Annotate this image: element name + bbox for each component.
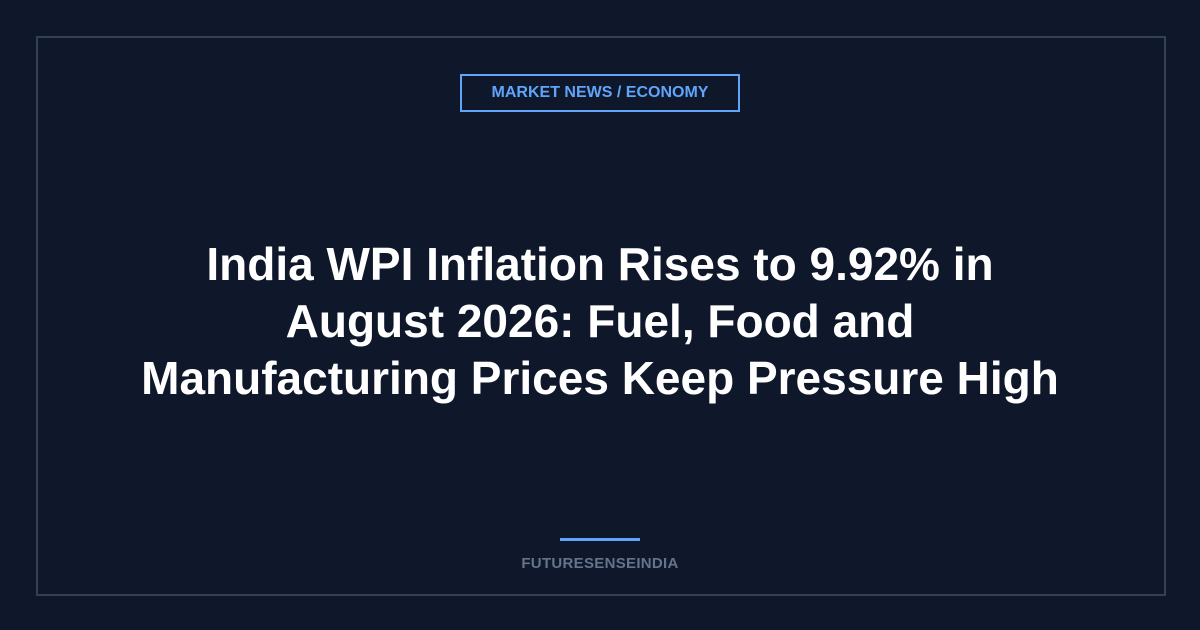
frame: [36, 36, 1166, 596]
headline-line: Manufacturing Prices Keep Pressure High: [141, 352, 1059, 404]
accent-rule: [560, 538, 640, 541]
category-badge: MARKET NEWS / ECONOMY: [460, 74, 740, 112]
headline: India WPI Inflation Rises to 9.92% in Au…: [0, 236, 1200, 407]
headline-line: August 2026: Fuel, Food and: [285, 295, 915, 347]
headline-line: India WPI Inflation Rises to 9.92% in: [206, 238, 994, 290]
site-name: FUTURESENSEINDIA: [521, 555, 679, 572]
